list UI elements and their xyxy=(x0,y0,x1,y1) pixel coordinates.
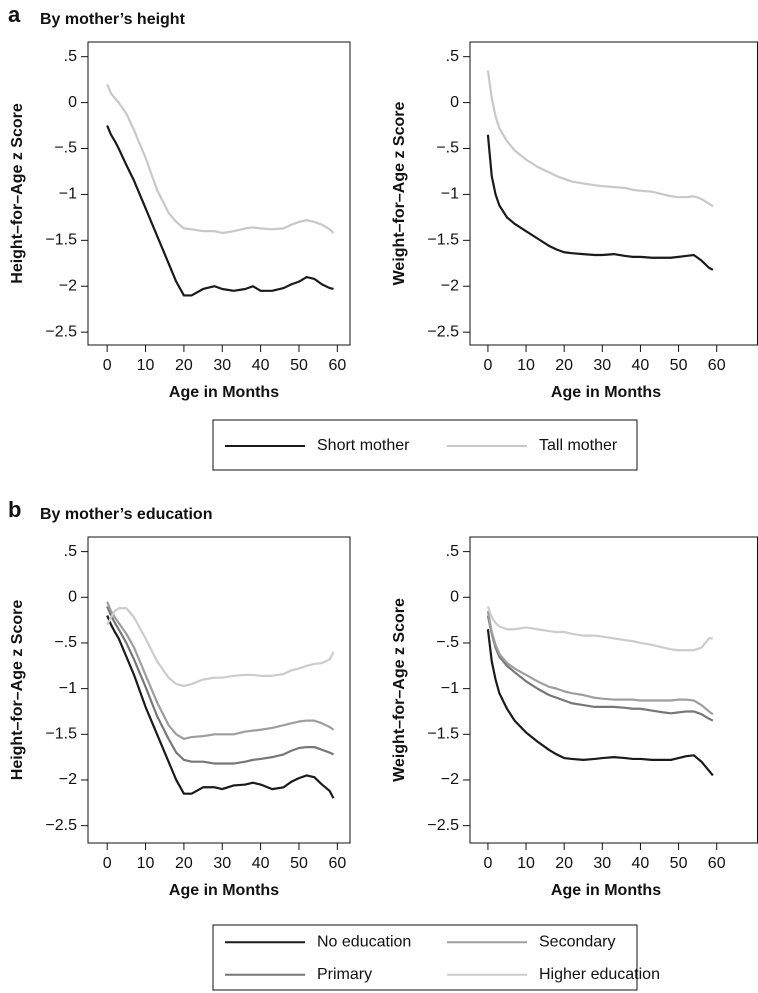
legend-label: Primary xyxy=(317,966,372,983)
y-tick-label: −2 xyxy=(441,277,459,294)
x-tick-label: 10 xyxy=(137,357,155,374)
x-tick-label: 40 xyxy=(252,855,270,872)
y-tick-label: −1 xyxy=(59,680,77,697)
x-tick-label: 50 xyxy=(670,855,688,872)
y-axis-title: Height–for–Age z Score xyxy=(9,600,26,781)
y-tick-label: −2 xyxy=(59,277,77,294)
x-tick-label: 10 xyxy=(137,855,155,872)
y-tick-label: .5 xyxy=(64,48,77,65)
plot-frame xyxy=(87,41,351,346)
legend-label: Short mother xyxy=(317,437,410,454)
x-tick-label: 50 xyxy=(290,855,308,872)
y-tick-label: −1 xyxy=(441,186,459,203)
y-tick-label: −1 xyxy=(59,186,77,203)
legend-frame xyxy=(212,419,638,471)
series-line xyxy=(106,605,334,765)
x-tick-label: 0 xyxy=(103,357,112,374)
x-tick-label: 30 xyxy=(593,357,611,374)
series-line xyxy=(486,615,714,722)
x-tick-label: 10 xyxy=(517,855,535,872)
series-line xyxy=(106,125,334,297)
x-tick-label: 50 xyxy=(670,357,688,374)
y-tick-label: −2.5 xyxy=(45,817,77,834)
y-tick-label: 0 xyxy=(68,589,77,606)
y-tick-label: 0 xyxy=(450,94,459,111)
series-line xyxy=(106,615,335,799)
y-tick-label: −2.5 xyxy=(427,323,459,340)
series-line xyxy=(106,83,335,235)
y-axis-title: Weight–for–Age z Score xyxy=(391,102,408,286)
series-line xyxy=(106,601,335,740)
legend-frame xyxy=(212,924,638,991)
y-tick-label: −.5 xyxy=(54,140,77,157)
panel-label: b xyxy=(8,497,21,522)
series-line xyxy=(486,606,713,652)
y-tick-label: .5 xyxy=(446,48,459,65)
x-tick-label: 40 xyxy=(252,357,270,374)
y-tick-label: −2 xyxy=(59,771,77,788)
x-tick-label: 60 xyxy=(328,855,346,872)
plot-frame xyxy=(87,536,351,844)
legend-label: Secondary xyxy=(539,933,616,950)
y-tick-label: −2.5 xyxy=(45,323,77,340)
x-tick-label: 10 xyxy=(517,357,535,374)
x-axis-title: Age in Months xyxy=(551,882,661,899)
x-tick-label: 40 xyxy=(632,855,650,872)
series-line xyxy=(486,134,714,271)
legend-label: No education xyxy=(317,933,411,950)
y-tick-label: −1.5 xyxy=(427,232,459,249)
y-tick-label: −.5 xyxy=(436,634,459,651)
x-tick-label: 0 xyxy=(483,855,492,872)
panel-label: a xyxy=(8,2,21,27)
plot-frame xyxy=(469,41,758,346)
y-tick-label: 0 xyxy=(450,589,459,606)
y-tick-label: −1.5 xyxy=(45,232,77,249)
y-tick-label: −2.5 xyxy=(427,817,459,834)
y-tick-label: −2 xyxy=(441,771,459,788)
x-tick-label: 20 xyxy=(555,855,573,872)
x-tick-label: 20 xyxy=(175,855,193,872)
x-tick-label: 20 xyxy=(175,357,193,374)
y-tick-label: 0 xyxy=(68,94,77,111)
y-tick-label: .5 xyxy=(64,543,77,560)
legend-label: Tall mother xyxy=(539,437,618,454)
y-tick-label: −1.5 xyxy=(427,726,459,743)
x-tick-label: 40 xyxy=(632,357,650,374)
series-line xyxy=(106,607,335,687)
y-tick-label: −.5 xyxy=(436,140,459,157)
x-tick-label: 30 xyxy=(213,357,231,374)
series-line xyxy=(486,70,714,208)
x-tick-label: 60 xyxy=(708,855,726,872)
y-tick-label: −1.5 xyxy=(45,726,77,743)
y-axis-title: Weight–for–Age z Score xyxy=(391,598,408,782)
panel-title: By mother’s education xyxy=(40,506,212,523)
y-tick-label: −1 xyxy=(441,680,459,697)
x-axis-title: Age in Months xyxy=(551,384,661,401)
y-axis-title: Height–for–Age z Score xyxy=(9,103,26,284)
x-tick-label: 30 xyxy=(213,855,231,872)
x-tick-label: 60 xyxy=(328,357,346,374)
x-tick-label: 50 xyxy=(290,357,308,374)
x-tick-label: 30 xyxy=(593,855,611,872)
x-tick-label: 0 xyxy=(483,357,492,374)
y-tick-label: −.5 xyxy=(54,634,77,651)
panel-title: By mother’s height xyxy=(40,11,186,28)
series-line xyxy=(486,610,714,716)
x-tick-label: 60 xyxy=(708,357,726,374)
x-tick-label: 20 xyxy=(555,357,573,374)
x-axis-title: Age in Months xyxy=(169,882,279,899)
legend-label: Higher education xyxy=(539,966,660,983)
x-axis-title: Age in Months xyxy=(169,384,279,401)
series-line xyxy=(486,629,714,777)
y-tick-label: .5 xyxy=(446,543,459,560)
x-tick-label: 0 xyxy=(103,855,112,872)
plot-frame xyxy=(469,536,758,844)
